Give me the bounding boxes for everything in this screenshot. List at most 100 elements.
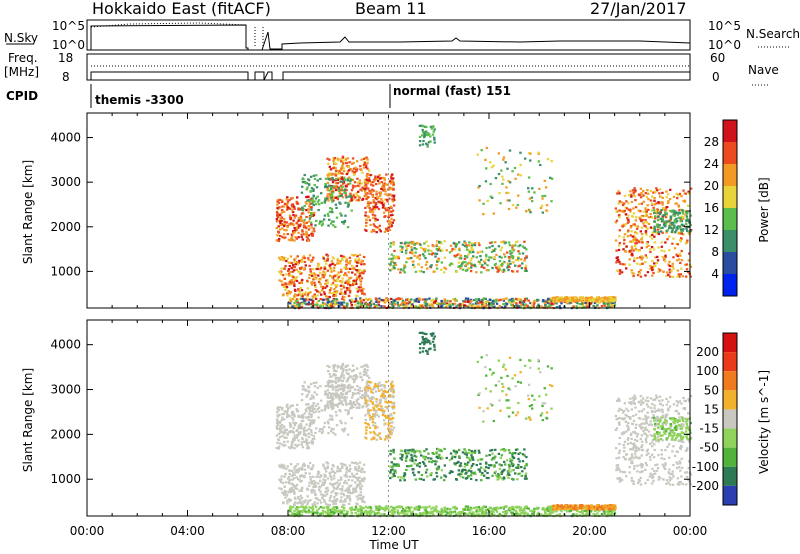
power-cell: [339, 202, 342, 205]
power-cell: [678, 275, 681, 278]
velocity-cell: [345, 471, 348, 474]
power-cell: [533, 301, 536, 305]
power-cell: [286, 200, 290, 203]
velocity-cell: [389, 413, 393, 416]
velocity-cell: [294, 422, 298, 425]
power-cell: [629, 208, 632, 211]
power-cell: [288, 199, 291, 202]
power-cell: [323, 273, 327, 276]
power-cell: [313, 177, 317, 181]
velocity-cell: [364, 509, 368, 512]
power-cell: [448, 264, 452, 267]
power-cell: [298, 302, 301, 305]
power-cell: [360, 290, 363, 293]
power-cell: [505, 302, 509, 306]
power-cell: [644, 231, 648, 234]
velocity-cell: [293, 447, 296, 450]
power-cell: [381, 206, 385, 209]
power-cell: [620, 271, 624, 274]
velocity-cell: [365, 371, 368, 374]
power-cell: [355, 287, 359, 290]
velocity-cell: [424, 455, 427, 459]
velocity-cell: [336, 487, 339, 491]
velocity-cell: [287, 498, 291, 501]
power-cell: [660, 249, 663, 252]
power-cell: [634, 242, 637, 245]
power-cell: [445, 305, 448, 309]
power-cell: [276, 200, 279, 203]
power-cell: [344, 191, 347, 195]
power-cell: [336, 284, 339, 287]
power-cell: [645, 195, 649, 199]
power-cell: [529, 211, 532, 214]
power-cell: [396, 297, 399, 301]
power-cell: [463, 240, 466, 243]
velocity-cell: [376, 426, 379, 429]
velocity-cell: [326, 404, 330, 408]
power-cell: [668, 260, 671, 263]
power-cell: [459, 267, 462, 270]
power-cell: [365, 197, 368, 201]
power-cell: [334, 179, 337, 182]
velocity-cell: [388, 436, 392, 439]
power-cell: [341, 277, 344, 280]
power-cell: [537, 299, 540, 302]
power-cell: [334, 173, 337, 176]
velocity-cell: [323, 498, 326, 502]
power-cell: [457, 253, 460, 256]
velocity-cell: [346, 364, 349, 367]
power-cell: [288, 265, 292, 268]
power-cell: [323, 259, 327, 262]
velocity-cell: [523, 477, 527, 480]
power-cell: [471, 303, 474, 306]
velocity-cell: [355, 406, 358, 409]
velocity-cell: [366, 422, 370, 425]
power-cell: [318, 271, 322, 275]
power-cell: [470, 248, 474, 251]
power-cell: [318, 277, 322, 280]
power-cell: [364, 214, 367, 217]
power-cell: [467, 267, 470, 270]
velocity-cell: [362, 365, 366, 368]
power-cell: [593, 299, 596, 302]
velocity-cell: [464, 462, 467, 465]
power-cell: [440, 304, 444, 308]
power-cell: [364, 166, 368, 169]
power-cell: [675, 211, 678, 215]
power-cell: [618, 260, 621, 264]
power-cell: [490, 250, 494, 253]
power-cell: [501, 262, 504, 265]
velocity-cell: [299, 500, 302, 503]
velocity-cell: [434, 463, 437, 466]
power-cell: [276, 212, 279, 215]
power-cell: [307, 225, 310, 228]
velocity-cell: [276, 423, 280, 426]
velocity-cell: [455, 450, 459, 453]
velocity-cell: [422, 506, 425, 509]
velocity-cell: [289, 425, 292, 428]
power-cell: [362, 166, 366, 169]
velocity-cell: [457, 469, 461, 472]
velocity-cell: [326, 466, 329, 470]
velocity-cell: [366, 394, 370, 398]
power-cell: [275, 239, 278, 242]
power-cell: [277, 225, 280, 228]
power-cell: [672, 221, 675, 224]
power-cell: [373, 205, 376, 209]
power-cell: [291, 210, 295, 214]
power-cell: [382, 188, 385, 192]
power-cell: [648, 267, 652, 270]
power-cell: [680, 259, 684, 262]
power-cell: [654, 209, 658, 212]
velocity-cell: [404, 452, 408, 455]
power-cell: [413, 298, 416, 302]
velocity-cell: [383, 414, 387, 418]
power-cell: [355, 191, 358, 195]
power-cell: [290, 237, 293, 240]
power-cell: [331, 181, 335, 184]
velocity-cell: [378, 389, 381, 392]
power-cell: [640, 246, 643, 249]
power-cell: [355, 268, 358, 272]
power-cell: [580, 297, 583, 301]
power-cell: [413, 266, 416, 269]
